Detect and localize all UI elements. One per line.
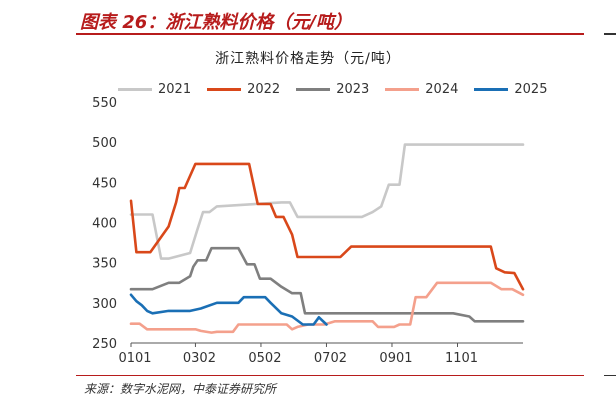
series-line-2025 xyxy=(129,293,328,326)
series-line-2023 xyxy=(129,246,525,323)
legend-label: 2021 xyxy=(158,82,192,97)
y-tick-label: 500 xyxy=(92,136,117,151)
adjacent-panel-edge xyxy=(604,33,616,35)
legend-item-2022: 2022 xyxy=(207,82,280,97)
legend-swatch xyxy=(296,88,331,91)
y-tick-label: 300 xyxy=(92,297,117,312)
x-tick-label: 0702 xyxy=(314,351,347,366)
series-line-2024 xyxy=(129,281,525,334)
y-tick-label: 450 xyxy=(92,176,117,191)
legend-label: 2023 xyxy=(336,82,370,97)
legend-label: 2025 xyxy=(514,82,548,97)
figure-title: 图表 26：浙江熟料价格（元/吨） xyxy=(80,12,352,33)
source-note: 来源：数字水泥网，中泰证券研究所 xyxy=(84,382,277,396)
series-line-2022 xyxy=(129,162,525,291)
legend-item-2024: 2024 xyxy=(385,82,458,97)
legend-item-2023: 2023 xyxy=(296,82,369,97)
y-tick-label: 250 xyxy=(92,337,117,352)
y-tick-label: 550 xyxy=(92,96,117,111)
legend-swatch xyxy=(207,88,242,91)
legend-label: 2022 xyxy=(247,82,281,97)
legend-label: 2024 xyxy=(425,82,459,97)
x-tick-label: 0101 xyxy=(118,351,151,366)
legend-swatch xyxy=(385,88,420,91)
x-tick-label: 0502 xyxy=(248,351,281,366)
adjacent-panel-edge-bottom xyxy=(604,375,616,376)
x-tick-label: 1101 xyxy=(445,351,478,366)
series-line-2021 xyxy=(129,143,525,260)
x-tick-label: 0302 xyxy=(183,351,216,366)
legend-item-2025: 2025 xyxy=(474,82,547,97)
y-tick-label: 400 xyxy=(92,217,117,232)
legend-swatch xyxy=(118,88,152,91)
legend-item-2021: 2021 xyxy=(118,82,191,97)
legend-swatch xyxy=(474,88,509,91)
chart-title: 浙江熟料价格走势（元/吨） xyxy=(215,51,401,67)
footer-divider xyxy=(76,375,584,376)
title-divider xyxy=(76,33,584,35)
chart-legend: 2021 2022 2023 2024 2025 xyxy=(118,82,547,97)
y-tick-label: 350 xyxy=(92,257,117,272)
x-tick-label: 0901 xyxy=(379,351,412,366)
